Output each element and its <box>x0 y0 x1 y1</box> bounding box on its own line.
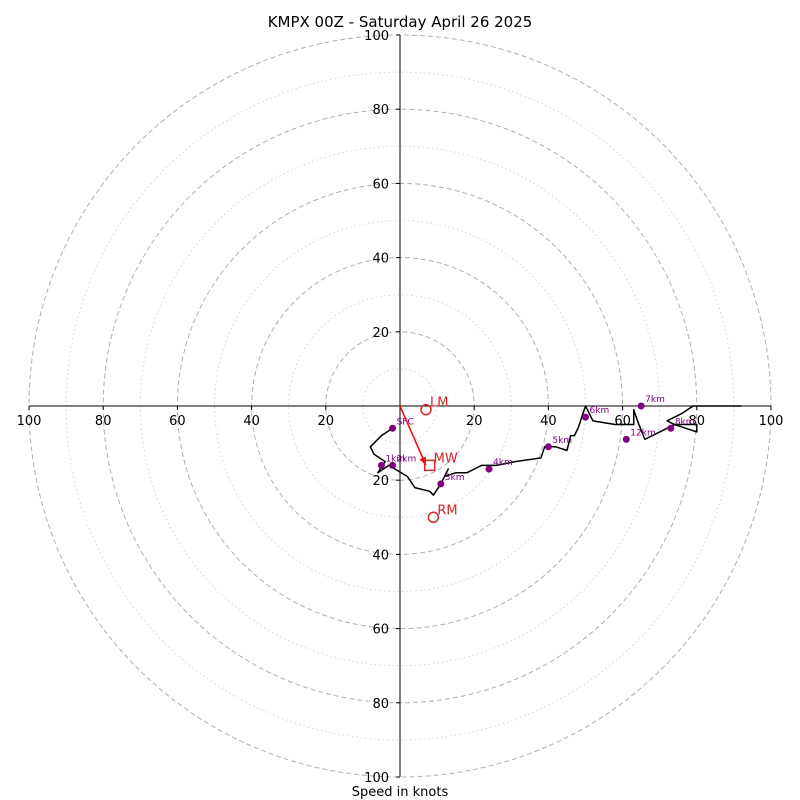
height-point <box>389 424 397 432</box>
x-tick-label: 20 <box>466 414 483 429</box>
chart-title: KMPX 00Z - Saturday April 26 2025 <box>268 13 533 31</box>
x-axis-label: Speed in knots <box>352 785 449 800</box>
height-point <box>437 480 445 488</box>
height-point-label: SFC <box>397 417 414 427</box>
height-point <box>544 443 552 451</box>
y-tick-label: 40 <box>372 548 389 563</box>
storm-marker-label: MW <box>434 451 458 466</box>
y-tick-label: 100 <box>364 771 389 786</box>
x-tick-label: 60 <box>614 414 631 429</box>
x-tick-label: 100 <box>759 414 784 429</box>
storm-markers-group: LM MW RM <box>420 396 458 524</box>
height-point-label: 8km <box>675 417 695 427</box>
height-point-label: 3km <box>445 473 465 483</box>
storm-marker-circle <box>420 403 432 416</box>
height-point-label: 6km <box>590 406 610 416</box>
height-point <box>637 402 645 410</box>
y-tick-label: 100 <box>364 29 389 44</box>
height-point-label: 5km <box>552 436 572 446</box>
hodograph-trace-group <box>369 405 742 496</box>
x-tick-label: 20 <box>318 414 335 429</box>
height-point-label: 2km <box>397 454 417 464</box>
height-point-label: 4km <box>493 458 513 468</box>
storm-marker-label: RM <box>437 503 457 518</box>
storm-marker-square <box>423 459 436 472</box>
y-tick-label: 60 <box>372 177 389 192</box>
height-point <box>377 461 385 469</box>
height-point <box>389 461 397 469</box>
height-point <box>485 465 493 473</box>
height-point <box>622 435 630 443</box>
x-tick-label: 60 <box>169 414 186 429</box>
x-tick-label: 40 <box>540 414 557 429</box>
y-tick-label: 40 <box>372 252 389 267</box>
y-tick-label: 20 <box>372 474 389 489</box>
shear-vector-line <box>399 405 427 466</box>
hodograph-trace <box>369 405 742 496</box>
storm-marker-label: LM <box>430 396 448 411</box>
y-tick-label: 20 <box>372 326 389 341</box>
y-tick-label: 80 <box>372 103 389 118</box>
x-tick-label: 80 <box>95 414 112 429</box>
height-point <box>667 424 675 432</box>
x-tick-label: 100 <box>17 414 42 429</box>
y-tick-label: 60 <box>372 623 389 638</box>
y-tick-label: 80 <box>372 697 389 712</box>
storm-marker-circle <box>427 511 440 524</box>
height-point-label: 1km <box>385 454 405 464</box>
height-point-label: 12km <box>630 428 655 438</box>
x-tick-label: 40 <box>243 414 260 429</box>
height-point <box>582 413 589 421</box>
height-point-label: 7km <box>645 395 665 405</box>
